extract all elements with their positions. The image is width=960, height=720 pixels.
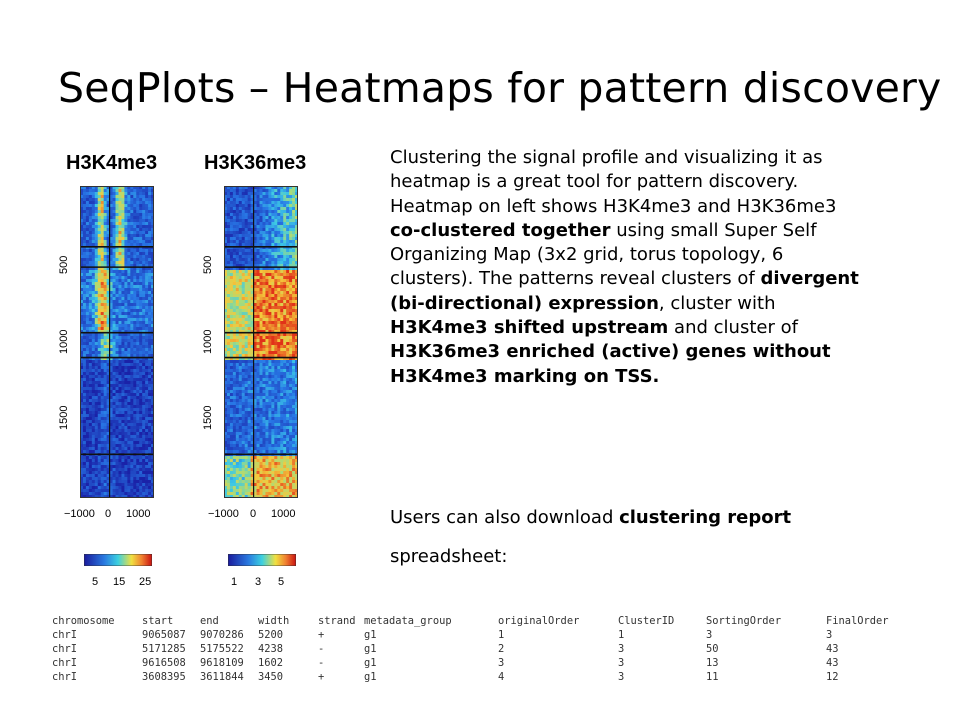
colorbar <box>84 554 152 566</box>
table-header-row: chromosome start end width strand metadata_gr… <box>52 614 906 628</box>
colorbar-tick: 5 <box>92 576 99 588</box>
table-row: chrI 5171285 5175522 4238 - g1 2 3 50 43 <box>52 642 906 656</box>
column-header: width <box>258 615 290 627</box>
heatmap-label-h3k36me3: H3K36me3 <box>204 152 307 174</box>
table-cell: 9065087 <box>142 629 186 641</box>
table-cell: 1602 <box>258 657 284 669</box>
table-cell: 9070286 <box>200 629 244 641</box>
heatmap-label-h3k4me3: H3K4me3 <box>66 152 158 174</box>
table-cell: 5171285 <box>142 643 186 655</box>
table-cell: 4238 <box>258 643 284 655</box>
table-row: chrI 3608395 3611844 3450 + g1 4 3 11 12 <box>52 670 906 684</box>
table-cell: 3 <box>498 657 505 669</box>
download-note-text: Users can also download <box>390 507 620 528</box>
table-cell: 43 <box>826 643 839 655</box>
paragraph-run: using small Super Self Organizing Map (3… <box>390 219 817 290</box>
slide-title: SeqPlots – Heatmaps for pattern discover… <box>58 64 942 112</box>
xtick-label: −1000 <box>64 508 95 520</box>
colorbar <box>228 554 296 566</box>
table-cell: 12 <box>826 671 839 683</box>
xtick-label: 0 <box>250 508 257 520</box>
heatmap-h3k36me3 <box>224 186 298 498</box>
table-cell: chrI <box>52 671 78 683</box>
column-header: ClusterID <box>618 615 675 627</box>
ytick-label: 1500 <box>202 405 214 430</box>
table-cell: g1 <box>364 629 377 641</box>
table-cell: 3 <box>618 643 625 655</box>
paragraph-bold-run: H3K36me3 enriched (active) genes without… <box>390 341 831 387</box>
table-cell: 3 <box>618 657 625 669</box>
table-cell: - <box>318 657 325 669</box>
spreadsheet-label: spreadsheet: <box>390 546 508 567</box>
colorbar-tick: 1 <box>231 576 238 588</box>
colorbar-tick: 15 <box>113 576 126 588</box>
table-row: chrI 9616508 9618109 1602 - g1 3 3 13 43 <box>52 656 906 670</box>
paragraph-bold-run: co-clustered together <box>390 219 611 241</box>
description-paragraph: Clustering the signal profile and visual… <box>390 146 870 389</box>
table-cell: 3450 <box>258 671 284 683</box>
table-cell: 1 <box>618 629 625 641</box>
xtick-label: 0 <box>105 508 112 520</box>
table-cell: 50 <box>706 643 719 655</box>
table-cell: g1 <box>364 671 377 683</box>
table-row: chrI 9065087 9070286 5200 + g1 1 1 3 3 <box>52 628 906 642</box>
table-cell: 3611844 <box>200 671 244 683</box>
table-cell: chrI <box>52 657 78 669</box>
table-cell: 3 <box>706 629 713 641</box>
column-header: end <box>200 615 219 627</box>
table-cell: 2 <box>498 643 505 655</box>
paragraph-bold-run: H3K4me3 shifted upstream <box>390 317 669 339</box>
table-cell: 3 <box>826 629 833 641</box>
xtick-label: 1000 <box>271 508 296 520</box>
column-header: strand <box>318 615 356 627</box>
table-cell: 11 <box>706 671 719 683</box>
xtick-label: 1000 <box>126 508 151 520</box>
table-cell: 9616508 <box>142 657 186 669</box>
ytick-label: 1000 <box>58 329 70 354</box>
column-header: start <box>142 615 174 627</box>
ytick-label: 1500 <box>58 405 70 430</box>
column-header: originalOrder <box>498 615 580 627</box>
table-cell: g1 <box>364 657 377 669</box>
column-header: FinalOrder <box>826 615 889 627</box>
table-cell: + <box>318 629 325 641</box>
table-cell: + <box>318 671 325 683</box>
table-cell: 5200 <box>258 629 284 641</box>
colorbar-tick: 25 <box>139 576 152 588</box>
table-cell: chrI <box>52 629 78 641</box>
colorbar-tick: 5 <box>278 576 285 588</box>
paragraph-bold-run: divergent (bi-directional) expression <box>390 268 859 314</box>
column-header: SortingOrder <box>706 615 782 627</box>
table-cell: 3608395 <box>142 671 186 683</box>
table-cell: 9618109 <box>200 657 244 669</box>
ytick-label: 500 <box>202 255 214 274</box>
table-cell: g1 <box>364 643 377 655</box>
table-cell: 1 <box>498 629 505 641</box>
colorbar-tick: 3 <box>255 576 262 588</box>
download-note: Users can also download clustering repor… <box>390 506 870 530</box>
table-cell: 13 <box>706 657 719 669</box>
clustering-report-table: chromosome start end width strand metadata_gr… <box>52 614 906 684</box>
xtick-label: −1000 <box>208 508 239 520</box>
table-cell: 4 <box>498 671 505 683</box>
table-cell: 3 <box>618 671 625 683</box>
download-note-bold: clustering report <box>619 507 792 528</box>
paragraph-run: and cluster of <box>668 317 798 339</box>
heatmap-h3k4me3 <box>80 186 154 498</box>
column-header: chromosome <box>52 615 115 627</box>
table-cell: chrI <box>52 643 78 655</box>
ytick-label: 500 <box>58 255 70 274</box>
table-cell: 43 <box>826 657 839 669</box>
paragraph-run: , cluster with <box>658 292 776 314</box>
table-cell: - <box>318 643 325 655</box>
ytick-label: 1000 <box>202 329 214 354</box>
paragraph-run: Clustering the signal profile and visual… <box>390 147 837 217</box>
table-cell: 5175522 <box>200 643 244 655</box>
column-header: metadata_group <box>364 615 452 627</box>
